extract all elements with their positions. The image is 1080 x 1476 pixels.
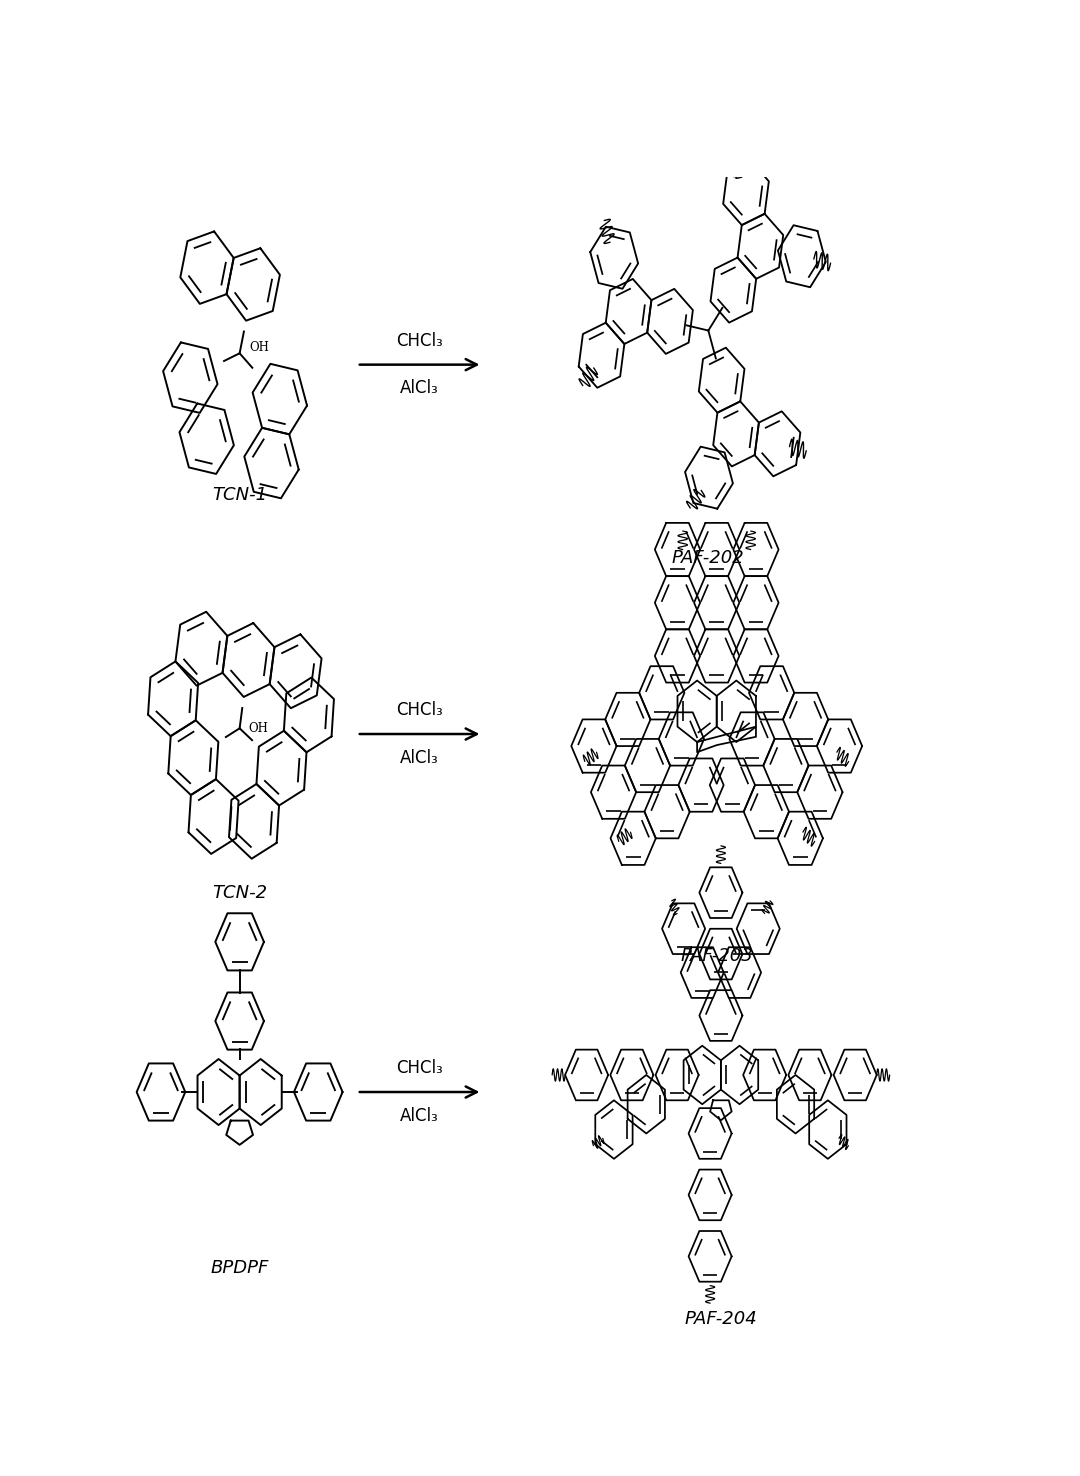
Text: AlCl₃: AlCl₃: [401, 748, 438, 768]
Text: PAF-203: PAF-203: [680, 946, 753, 965]
Text: TCN-1: TCN-1: [212, 487, 267, 505]
Text: BPDPF: BPDPF: [211, 1259, 269, 1277]
Text: CHCl₃: CHCl₃: [396, 332, 443, 350]
Text: PAF-202: PAF-202: [672, 549, 745, 567]
Text: OH: OH: [248, 722, 268, 735]
Text: AlCl₃: AlCl₃: [401, 379, 438, 397]
Text: TCN-2: TCN-2: [212, 884, 267, 902]
Text: PAF-204: PAF-204: [685, 1311, 757, 1328]
Text: OH: OH: [249, 341, 270, 354]
Text: CHCl₃: CHCl₃: [396, 1060, 443, 1077]
Text: AlCl₃: AlCl₃: [401, 1107, 438, 1125]
Text: CHCl₃: CHCl₃: [396, 701, 443, 719]
